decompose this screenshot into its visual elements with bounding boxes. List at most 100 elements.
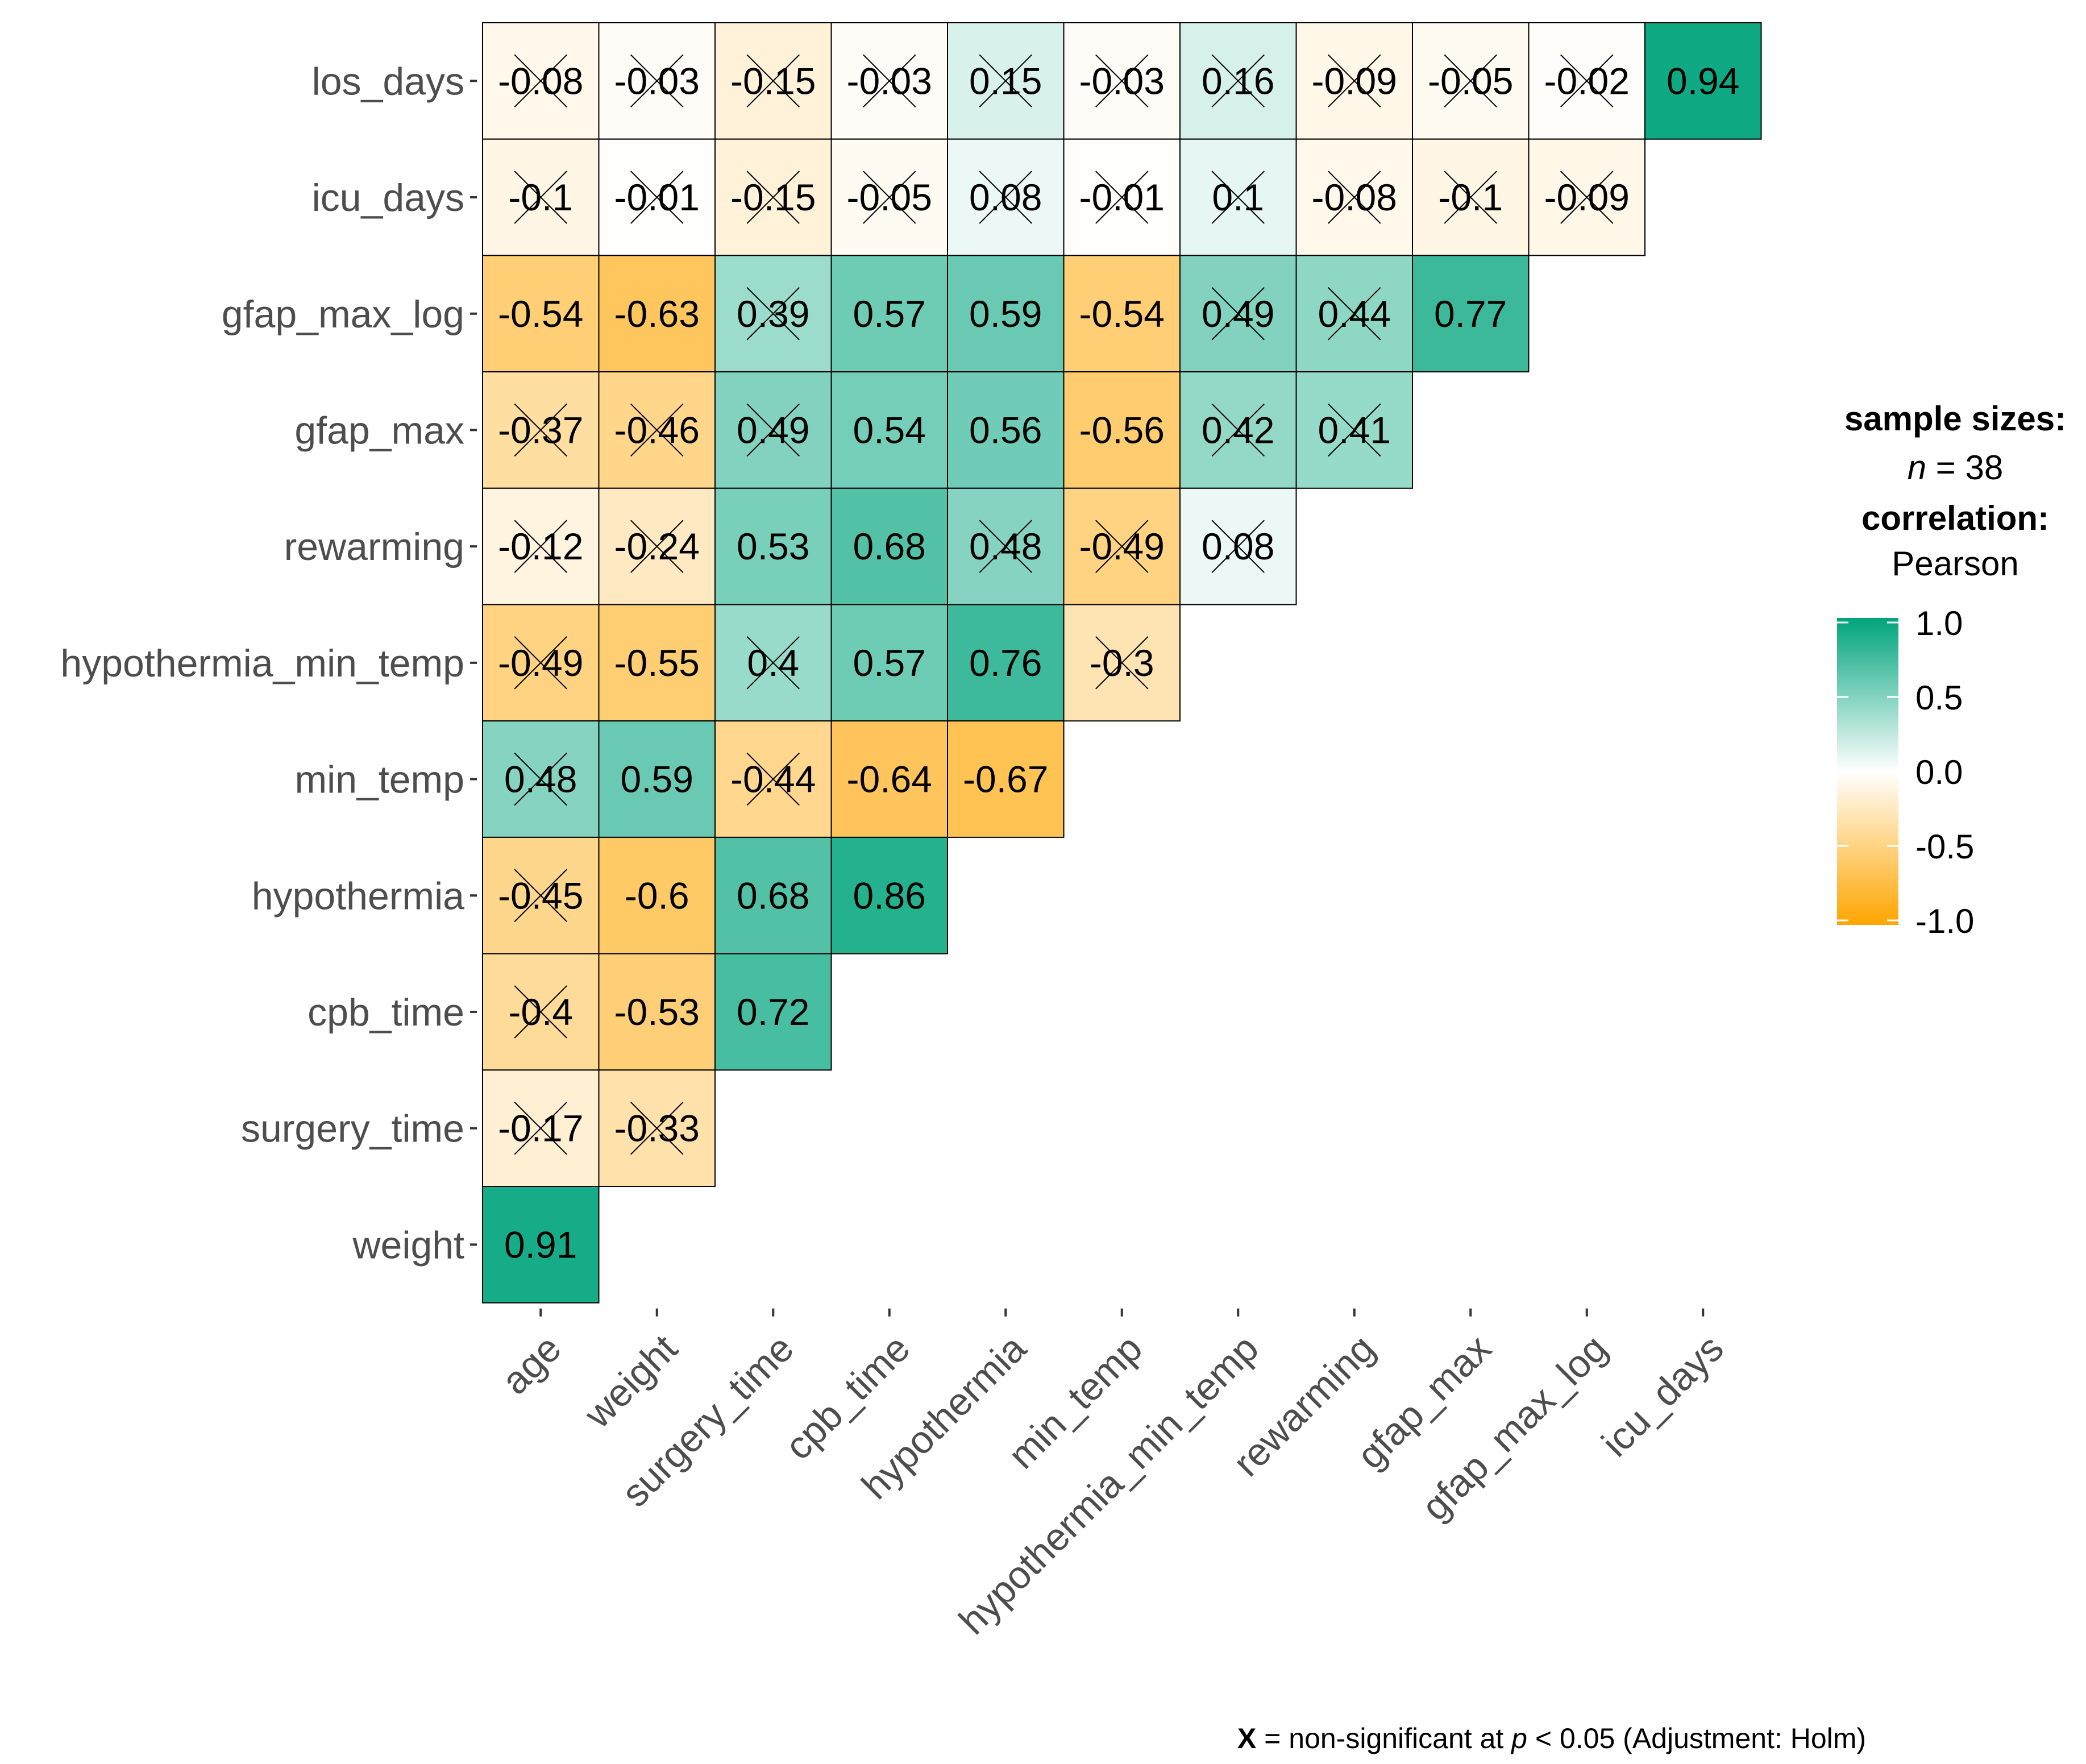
cell-value: 0.49: [737, 409, 809, 451]
cell-rect: [598, 953, 716, 1071]
nonsignificant-mark: [514, 520, 567, 573]
heatmap-cell: 0.68: [830, 487, 948, 605]
heatmap-cell: -0.03: [1063, 22, 1181, 140]
heatmap-cell: 0.77: [1412, 255, 1530, 373]
heatmap-cell: 0.44: [1295, 255, 1413, 373]
legend-sample-size: n = 38: [1908, 449, 2004, 487]
heatmap-cell: -0.02: [1528, 22, 1645, 140]
cell-value: 0.44: [1318, 293, 1391, 335]
cell-value: -0.1: [1438, 176, 1503, 218]
heatmap-cell: -0.01: [598, 138, 716, 256]
heatmap-cell: 0.48: [482, 720, 600, 838]
cell-value: -0.03: [614, 60, 700, 102]
nonsignificant-mark: [1095, 171, 1149, 224]
nonsignificant-mark: [514, 1101, 567, 1155]
chart-caption: X = non-significant at p < 0.05 (Adjustm…: [1237, 1723, 1866, 1754]
heatmap-cell: -0.64: [830, 720, 948, 838]
cell-value: 0.59: [621, 758, 693, 800]
cell-value: -0.55: [614, 642, 700, 684]
y-tick-label: min_temp: [294, 758, 464, 802]
nonsignificant-mark: [630, 171, 684, 224]
heatmap-cell: 0.42: [1179, 371, 1297, 489]
heatmap-cell: 0.72: [714, 953, 832, 1071]
heatmap-cell: -0.4: [482, 953, 600, 1071]
legend-tick-label: 0.0: [1915, 753, 1963, 791]
heatmap-cell: -0.05: [1412, 22, 1530, 140]
heatmap-cell: -0.44: [714, 720, 832, 838]
nonsignificant-mark: [1211, 520, 1265, 573]
cell-value: 0.15: [969, 60, 1042, 102]
cell-value: -0.4: [508, 991, 573, 1033]
heatmap-cell: -0.49: [1063, 487, 1181, 605]
heatmap-cell: 0.94: [1644, 22, 1762, 140]
heatmap-cell: -0.24: [598, 487, 716, 605]
cell-value: 0.08: [1202, 525, 1274, 567]
cell-rect: [947, 371, 1065, 489]
heatmap-cell: 0.57: [830, 604, 948, 722]
cell-value: -0.49: [498, 642, 583, 684]
nonsignificant-mark: [863, 54, 916, 108]
heatmap-cell: -0.1: [1412, 138, 1530, 256]
nonsignificant-mark: [514, 636, 567, 690]
x-tick-label: age: [493, 1327, 570, 1403]
cell-value: -0.44: [730, 758, 816, 800]
cell-value: -0.54: [498, 293, 583, 335]
heatmap-cell: 0.68: [714, 836, 832, 954]
cell-value: -0.33: [614, 1107, 700, 1149]
heatmap-cell: -0.37: [482, 371, 600, 489]
nonsignificant-mark: [514, 752, 567, 806]
nonsignificant-mark: [1095, 54, 1149, 108]
y-axis-labels: weight surgery_time cpb_time hypothermia min…: [60, 60, 477, 1267]
cell-value: -0.08: [1312, 176, 1397, 218]
heatmap-cell: -0.56: [1063, 371, 1181, 489]
heatmap-cell: -0.17: [482, 1069, 600, 1188]
cell-value: -0.3: [1090, 642, 1154, 684]
heatmap-cell: 0.86: [830, 836, 948, 954]
cell-value: 0.08: [969, 176, 1042, 218]
cell-rect: [947, 255, 1065, 373]
nonsignificant-mark: [1211, 54, 1265, 108]
legend-tick-label: -1.0: [1915, 902, 1974, 940]
y-tick-label: gfap_max_log: [222, 293, 464, 336]
heatmap-cell: 0.59: [598, 720, 716, 838]
cell-rect: [482, 1186, 600, 1304]
cell-rect: [830, 720, 948, 838]
nonsignificant-mark: [746, 403, 800, 457]
cell-value: -0.45: [498, 874, 583, 916]
heatmap-cell: 0.53: [714, 487, 832, 605]
cell-value: -0.01: [614, 176, 700, 218]
nonsignificant-mark: [1444, 171, 1497, 224]
cell-rect: [830, 255, 948, 373]
y-tick-label: weight: [352, 1223, 464, 1267]
nonsignificant-mark: [1095, 636, 1149, 690]
y-tick-label: hypothermia: [252, 874, 464, 918]
cell-value: 0.77: [1434, 293, 1507, 335]
heatmap-cell: 0.15: [947, 22, 1065, 140]
heatmap-cell: -0.12: [482, 487, 600, 605]
x-tick-label: icu_days: [1593, 1327, 1732, 1466]
nonsignificant-mark: [514, 403, 567, 457]
cell-value: -0.15: [730, 60, 816, 102]
nonsignificant-mark: [1095, 520, 1149, 573]
cell-value: -0.01: [1079, 176, 1165, 218]
cell-value: 0.59: [969, 293, 1042, 335]
nonsignificant-mark: [1328, 54, 1381, 108]
heatmap-cells: -0.08 -0.03 -0.15 -0.03 0.15 -0.03 0.16 -0.09 -0…: [482, 22, 1762, 1304]
cell-rect: [1412, 255, 1530, 373]
cell-value: 0.1: [1212, 176, 1264, 218]
heatmap-cell: -0.09: [1528, 138, 1645, 256]
cell-rect: [482, 255, 600, 373]
cell-value: 0.68: [853, 525, 926, 567]
cell-value: 0.53: [737, 525, 809, 567]
cell-value: 0.16: [1202, 60, 1274, 102]
cell-value: 0.68: [737, 874, 809, 916]
cell-value: 0.39: [737, 293, 809, 335]
heatmap-cell: 0.76: [947, 604, 1065, 722]
cell-rect: [830, 836, 948, 954]
cell-rect: [714, 836, 832, 954]
heatmap-cell: 0.41: [1295, 371, 1413, 489]
cell-rect: [947, 604, 1065, 722]
heatmap-cell: -0.1: [482, 138, 600, 256]
cell-rect: [714, 953, 832, 1071]
